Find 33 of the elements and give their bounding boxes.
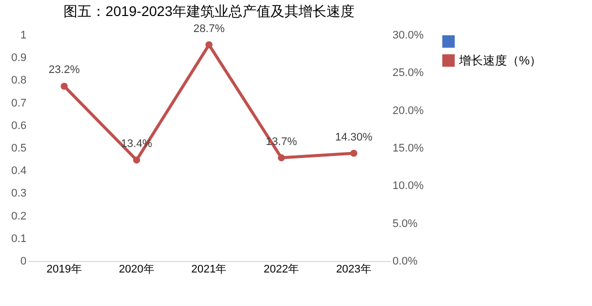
y2-tick-label: 0.0% [392, 256, 418, 268]
y-tick-label: 0.6 [11, 120, 26, 132]
y-tick-label: 0.3 [11, 188, 26, 200]
y-tick-label: 0.1 [11, 232, 26, 245]
y2-tick-label: 10.0% [392, 180, 424, 192]
point [278, 154, 285, 162]
y-tick-label: 0.7 [11, 97, 26, 110]
x-tick-label: 2020年 [118, 264, 154, 276]
point [60, 82, 68, 90]
y2-tick-label: 25.0% [392, 67, 424, 80]
y-tick-label: 0 [20, 256, 26, 268]
y-tick-label: 1 [20, 30, 26, 42]
data-label: 14.30% [335, 131, 373, 144]
y2-tick-label: 5.0% [392, 218, 418, 230]
y-tick-label: 0.4 [11, 165, 26, 178]
chart-title: 图五：2019-2023年建筑业总产值及其增长速度 [64, 2, 354, 19]
x-tick-label: 2021年 [191, 264, 227, 276]
x-tick-label: 2023年 [336, 264, 372, 276]
y-tick-label: 0.8 [11, 74, 26, 87]
y-tick-label: 0.5 [11, 142, 26, 154]
y2-tick-label: 30.0% [392, 30, 424, 42]
point [205, 41, 213, 48]
point [133, 156, 140, 164]
y2-tick-label: 15.0% [392, 142, 424, 154]
data-label: 23.2% [48, 64, 80, 76]
point [350, 150, 358, 157]
legend-label: 增长速度（%） [458, 54, 542, 68]
y-tick-label: 0.9 [11, 52, 26, 64]
y2-tick-label: 20.0% [392, 104, 424, 117]
x-tick-label: 2019年 [46, 264, 82, 276]
x-tick-label: 2022年 [264, 264, 300, 276]
y-tick-label: 0.2 [11, 210, 26, 222]
data-label: 28.7% [193, 22, 225, 35]
